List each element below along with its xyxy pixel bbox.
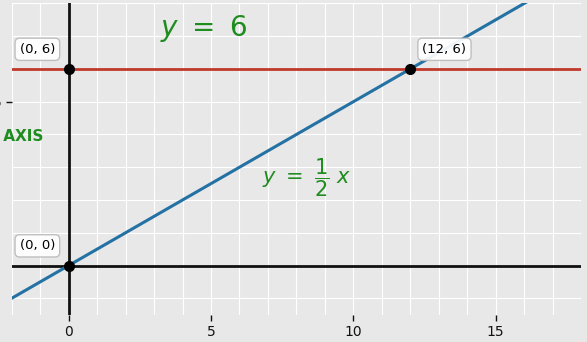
Text: (12, 6): (12, 6) [423, 43, 467, 56]
Text: $\mathit{y}\ =\ \dfrac{1}{2}\ \mathit{x}$: $\mathit{y}\ =\ \dfrac{1}{2}\ \mathit{x}… [262, 156, 352, 198]
Text: (0, 6): (0, 6) [20, 43, 55, 56]
Text: y AXIS: y AXIS [0, 129, 43, 144]
Text: (0, 0): (0, 0) [20, 239, 55, 252]
Text: $\mathit{y}\ =\ 6$: $\mathit{y}\ =\ 6$ [160, 13, 247, 44]
